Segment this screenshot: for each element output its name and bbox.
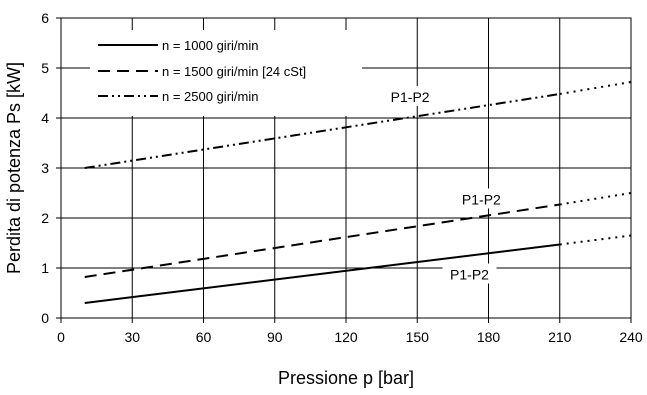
y-axis-title: Perdita di potenza Ps [kW] <box>4 62 24 274</box>
x-tick-label-210: 210 <box>548 329 572 345</box>
legend: n = 1000 giri/min n = 1500 giri/min [24 … <box>90 30 362 116</box>
x-axis-title: Pressione p [bar] <box>278 368 414 388</box>
series-label-2: P1-P2 <box>462 192 501 208</box>
x-tick-label-120: 120 <box>334 329 358 345</box>
series-line-2 <box>84 203 560 278</box>
series-extrapolation-2 <box>559 192 632 206</box>
series-labels: P1-P2 P1-P2 P1-P2 <box>383 86 509 284</box>
x-tick-label-60: 60 <box>196 329 212 345</box>
series-line-3 <box>84 93 560 169</box>
y-tick-label-1: 1 <box>41 260 49 276</box>
x-ticks: 0 30 60 90 120 150 180 210 240 <box>57 318 643 345</box>
x-tick-label-30: 30 <box>124 329 140 345</box>
plot-border <box>60 17 632 319</box>
series-extrapolation-3 <box>559 81 632 95</box>
x-tick-label-180: 180 <box>477 329 501 345</box>
legend-label-2500: n = 2500 giri/min <box>162 89 258 104</box>
y-ticks: 0 1 2 3 4 5 6 <box>41 10 61 326</box>
x-tick-label-0: 0 <box>57 329 65 345</box>
x-tick-label-90: 90 <box>267 329 283 345</box>
legend-label-1500: n = 1500 giri/min [24 cSt] <box>162 64 306 79</box>
y-tick-label-3: 3 <box>41 160 49 176</box>
legend-label-1000: n = 1000 giri/min <box>162 38 258 53</box>
y-tick-label-6: 6 <box>41 10 49 26</box>
y-tick-label-2: 2 <box>41 210 49 226</box>
series-label-bg-1 <box>442 263 497 284</box>
series-label-bg-3 <box>383 86 438 106</box>
series-extrapolation-1 <box>559 234 632 246</box>
series-label-3: P1-P2 <box>391 89 430 105</box>
series-label-1: P1-P2 <box>450 267 489 283</box>
series-lines <box>84 81 632 304</box>
series-line-1 <box>84 243 560 304</box>
x-tick-label-240: 240 <box>619 329 643 345</box>
series-label-bg-2 <box>454 188 509 209</box>
y-tick-label-5: 5 <box>41 60 49 76</box>
y-tick-label-0: 0 <box>41 310 49 326</box>
y-tick-label-4: 4 <box>41 110 49 126</box>
x-tick-label-150: 150 <box>406 329 430 345</box>
